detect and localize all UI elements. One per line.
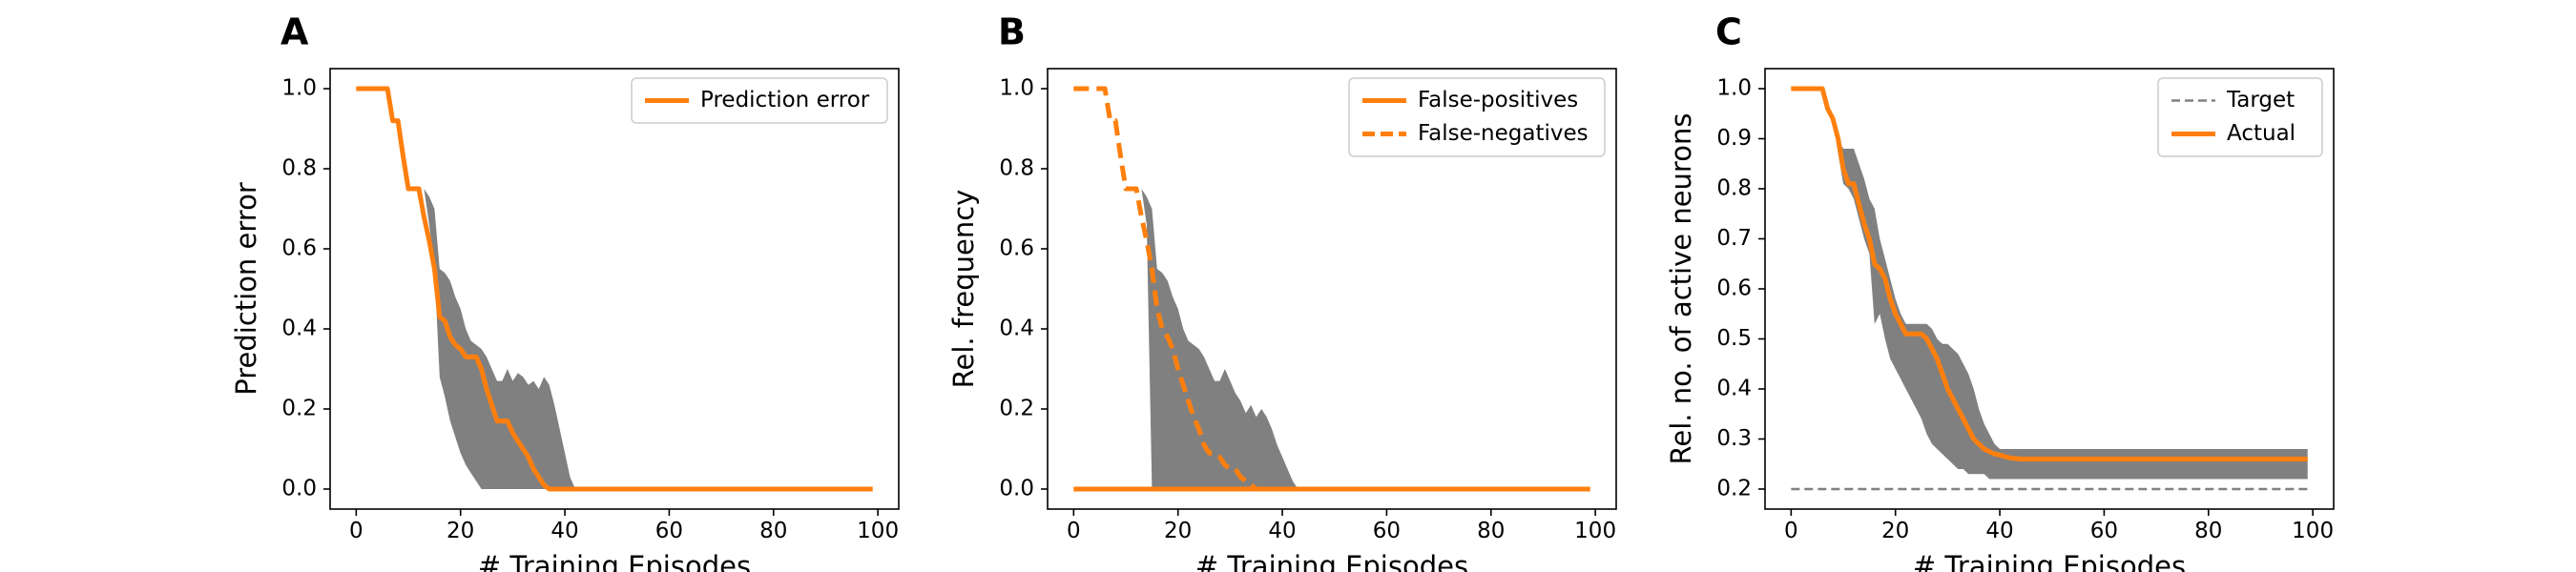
y-axis-label: Prediction error <box>230 182 262 396</box>
y-tick-label: 0.4 <box>281 317 317 341</box>
legend-box <box>2157 77 2323 157</box>
x-axis-label: # Training Episodes <box>1913 550 2186 572</box>
x-tick-label: 60 <box>655 519 683 543</box>
x-tick-label: 60 <box>2090 519 2118 543</box>
y-tick-label: 0.0 <box>999 477 1034 501</box>
x-tick-label: 100 <box>2292 519 2334 543</box>
x-tick-label: 40 <box>551 519 578 543</box>
legend-label: Actual <box>2227 121 2296 146</box>
legend-box <box>631 77 888 124</box>
legend-label: False-positives <box>1418 88 1578 112</box>
legend: Target Actual <box>2157 77 2323 157</box>
x-tick-label: 20 <box>447 519 474 543</box>
series-line-actual <box>1791 86 2308 461</box>
y-tick-label: 0.2 <box>281 397 317 421</box>
y-tick-label: 0.4 <box>1716 377 1752 401</box>
panel-letter: B <box>998 11 1026 53</box>
y-tick-label: 0.2 <box>999 397 1034 421</box>
x-tick-label: 80 <box>1477 519 1505 543</box>
legend-label: False-negatives <box>1418 121 1589 146</box>
x-tick-label: 20 <box>1881 519 1909 543</box>
y-tick-label: 0.8 <box>1716 176 1752 201</box>
panel-b: B 0 20 40 60 80 100 0.0 0.2 0.4 0.6 0.8 1.0 # Trainin… <box>947 11 1617 572</box>
y-axis-label: Rel. no. of active neurons <box>1665 113 1697 465</box>
x-tick-label: 40 <box>1985 519 2013 543</box>
x-tick-label: 80 <box>2194 519 2222 543</box>
y-tick-label: 0.9 <box>1716 126 1752 151</box>
x-tick-label: 0 <box>1784 519 1798 543</box>
y-tick-label: 1.0 <box>1716 76 1752 101</box>
y-tick-label: 0.7 <box>1716 226 1752 251</box>
y-tick-label: 1.0 <box>281 76 317 101</box>
legend-label: Target <box>2226 88 2295 112</box>
x-tick-label: 60 <box>1373 519 1401 543</box>
x-axis-label: # Training Episodes <box>478 550 751 572</box>
legend-label: Prediction error <box>700 88 870 112</box>
x-tick-label: 20 <box>1164 519 1192 543</box>
y-tick-label: 0.6 <box>999 236 1034 261</box>
legend-box <box>1348 77 1606 157</box>
series-line-false-negatives <box>1073 86 1258 491</box>
y-tick-label: 0.6 <box>1716 276 1752 301</box>
x-tick-label: 40 <box>1268 519 1296 543</box>
y-tick-label: 0.8 <box>281 156 317 181</box>
x-tick-label: 0 <box>349 519 364 543</box>
y-tick-label: 0.5 <box>1716 326 1752 351</box>
x-tick-label: 100 <box>857 519 899 543</box>
x-tick-label: 0 <box>1067 519 1081 543</box>
x-tick-label: 80 <box>759 519 787 543</box>
plot-area <box>1791 86 2308 491</box>
y-tick-label: 0.8 <box>999 156 1034 181</box>
legend: Prediction error <box>631 77 888 124</box>
y-tick-label: 1.0 <box>999 76 1034 101</box>
series-line-prediction-error <box>356 86 873 492</box>
panel-letter: A <box>280 11 309 53</box>
y-tick-label: 0.6 <box>281 236 317 261</box>
panel-letter: C <box>1715 11 1742 53</box>
x-axis-label: # Training Episodes <box>1195 550 1468 572</box>
x-tick-label: 100 <box>1574 519 1616 543</box>
plot-area <box>356 86 873 492</box>
axes-frame <box>329 68 900 510</box>
y-axis-label: Rel. frequency <box>947 190 980 389</box>
variance-band <box>1833 118 2308 480</box>
y-tick-label: 0.3 <box>1716 426 1752 451</box>
variance-band <box>1136 189 1298 489</box>
panel-c: C 0 20 40 60 80 100 0.2 0.3 0.4 0.5 0.6 0.7 0.8 0.9 1.0… <box>1665 11 2335 572</box>
y-tick-label: 0.4 <box>999 317 1034 341</box>
plot-area <box>1073 86 1590 492</box>
y-tick-label: 0.2 <box>1716 477 1752 501</box>
panel-a: A 0 20 40 60 80 100 0.0 0.2 0.4 0.6 0.8 1.0 # Trainin… <box>230 11 900 572</box>
axes-frame <box>1047 68 1617 510</box>
variance-band <box>419 189 581 489</box>
y-tick-label: 0.0 <box>281 477 317 501</box>
legend: False-positives False-negatives <box>1348 77 1606 157</box>
